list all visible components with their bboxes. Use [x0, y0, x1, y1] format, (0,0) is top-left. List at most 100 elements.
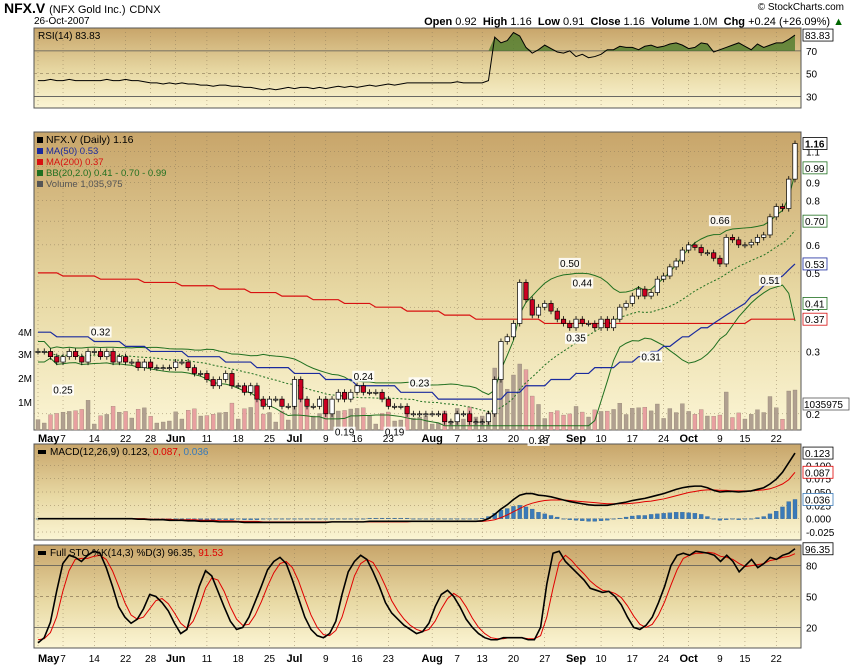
price-annotation: 0.31: [641, 352, 661, 363]
candle-body: [410, 413, 416, 416]
volume-bar: [54, 413, 59, 431]
volume-bar: [379, 413, 385, 431]
candle-body: [235, 385, 241, 388]
candle-body: [160, 367, 166, 370]
sto-tick-label: 20: [806, 623, 818, 634]
volume-bar: [623, 414, 629, 431]
volume-bar: [561, 414, 566, 431]
volume-bar: [142, 407, 147, 431]
volume-bar: [173, 411, 178, 431]
candle-body: [592, 323, 598, 329]
macd-histogram-bar: [354, 518, 360, 520]
macd-histogram-bar: [617, 517, 622, 519]
candle-body: [442, 413, 448, 423]
open-label: Open: [424, 16, 453, 28]
volume-bar: [279, 410, 285, 431]
price-legend-entry: BB(20,2.0) 0.41 - 0.70 - 0.99: [46, 168, 166, 179]
candle-body: [504, 336, 510, 342]
price-annotation: 0.66: [710, 216, 730, 227]
ohlc-summary: Open 0.92 High 1.16 Low 0.91 Close 1.16 …: [424, 16, 844, 28]
macd-histogram-bar: [292, 518, 297, 520]
candle-body: [360, 385, 366, 393]
rsi-panel: [33, 27, 802, 109]
volume-bar: [648, 410, 654, 431]
candle-body: [298, 379, 304, 400]
candle-body: [767, 216, 773, 236]
x-axis-label: 9: [323, 654, 329, 665]
annotation-bg: [52, 384, 75, 396]
macd-histogram-bar: [736, 518, 741, 520]
low-label: Low: [537, 16, 560, 28]
candle-body: [673, 260, 679, 268]
price-last-box: [802, 312, 828, 326]
candle-body: [47, 351, 54, 358]
x-axis-label: Jul: [287, 653, 303, 665]
rsi-line: [38, 31, 796, 91]
candle-body: [686, 244, 692, 251]
macd-histogram-bar: [429, 518, 435, 520]
macd-histogram-bar: [311, 518, 316, 520]
volume-bar: [179, 418, 185, 431]
volume-bar: [411, 417, 416, 431]
volume-bar: [749, 414, 754, 431]
price-legend-entry: MA(50) 0.53: [46, 146, 98, 157]
x-axis-label: 17: [627, 654, 639, 665]
x-axis-label: 16: [352, 434, 364, 445]
x-axis-label: 7: [454, 434, 460, 445]
x-axis-label: 22: [120, 434, 132, 445]
macd-histogram-bar: [317, 518, 322, 520]
price-annotation: 0.18: [529, 436, 549, 447]
candle-body: [367, 391, 373, 394]
macd-histogram-bar: [780, 506, 785, 519]
volume-bar: [267, 412, 272, 431]
candle-body: [579, 318, 585, 324]
high-value: 1.16: [510, 16, 532, 28]
candle-body: [554, 310, 560, 320]
candle-body: [448, 421, 454, 424]
volume-bar: [724, 391, 729, 431]
volume-bar: [104, 414, 109, 431]
candle-body: [548, 303, 554, 312]
candle-body: [354, 385, 360, 393]
candle-body: [435, 413, 441, 416]
volume-value: 1.0M: [693, 16, 718, 28]
candle-body: [116, 356, 122, 363]
volume-bar: [511, 374, 516, 431]
macd-histogram-bar: [749, 518, 754, 520]
price-annotation: 0.50: [560, 259, 580, 270]
x-axis-label: 17: [627, 434, 639, 445]
volume-bar: [229, 402, 235, 431]
macd-last-label: 0.087: [805, 468, 830, 479]
price-annotation: 0.32: [91, 328, 111, 339]
price-legend-entry: Volume 1,035,975: [46, 179, 123, 190]
candle-body: [398, 405, 404, 408]
candle-body: [129, 361, 135, 364]
macd-histogram-bar: [398, 517, 404, 519]
candle-body: [679, 249, 685, 262]
macd-histogram-bar: [455, 518, 460, 520]
price-tick-label: 0.3: [806, 347, 820, 358]
x-axis-label: 10: [595, 434, 607, 445]
candle-body: [104, 351, 110, 358]
macd-histogram-bar: [636, 515, 641, 519]
price-annotation: 0.35: [566, 334, 586, 345]
chg-value: +0.24 (+26.09%): [748, 16, 831, 28]
volume-axis-label: 1M: [18, 398, 32, 409]
candle-body: [191, 367, 197, 374]
candle-body: [692, 244, 698, 248]
candle-body: [485, 413, 491, 423]
macd-histogram-bar: [392, 517, 397, 519]
volume-bar: [373, 423, 378, 431]
candle-body: [98, 351, 104, 358]
candle-body: [373, 391, 379, 394]
macd-histogram-bar: [229, 518, 235, 520]
candle-body: [110, 351, 116, 363]
volume-bar: [286, 419, 291, 431]
x-axis-label: 16: [352, 654, 364, 665]
candle-body: [661, 275, 667, 280]
volume-bar: [185, 409, 191, 431]
volume-last-label: 1035975: [804, 400, 843, 411]
candle-body: [667, 266, 673, 277]
macd-histogram-bar: [279, 518, 285, 520]
rsi-legend: RSI(14) 83.83: [38, 31, 101, 42]
